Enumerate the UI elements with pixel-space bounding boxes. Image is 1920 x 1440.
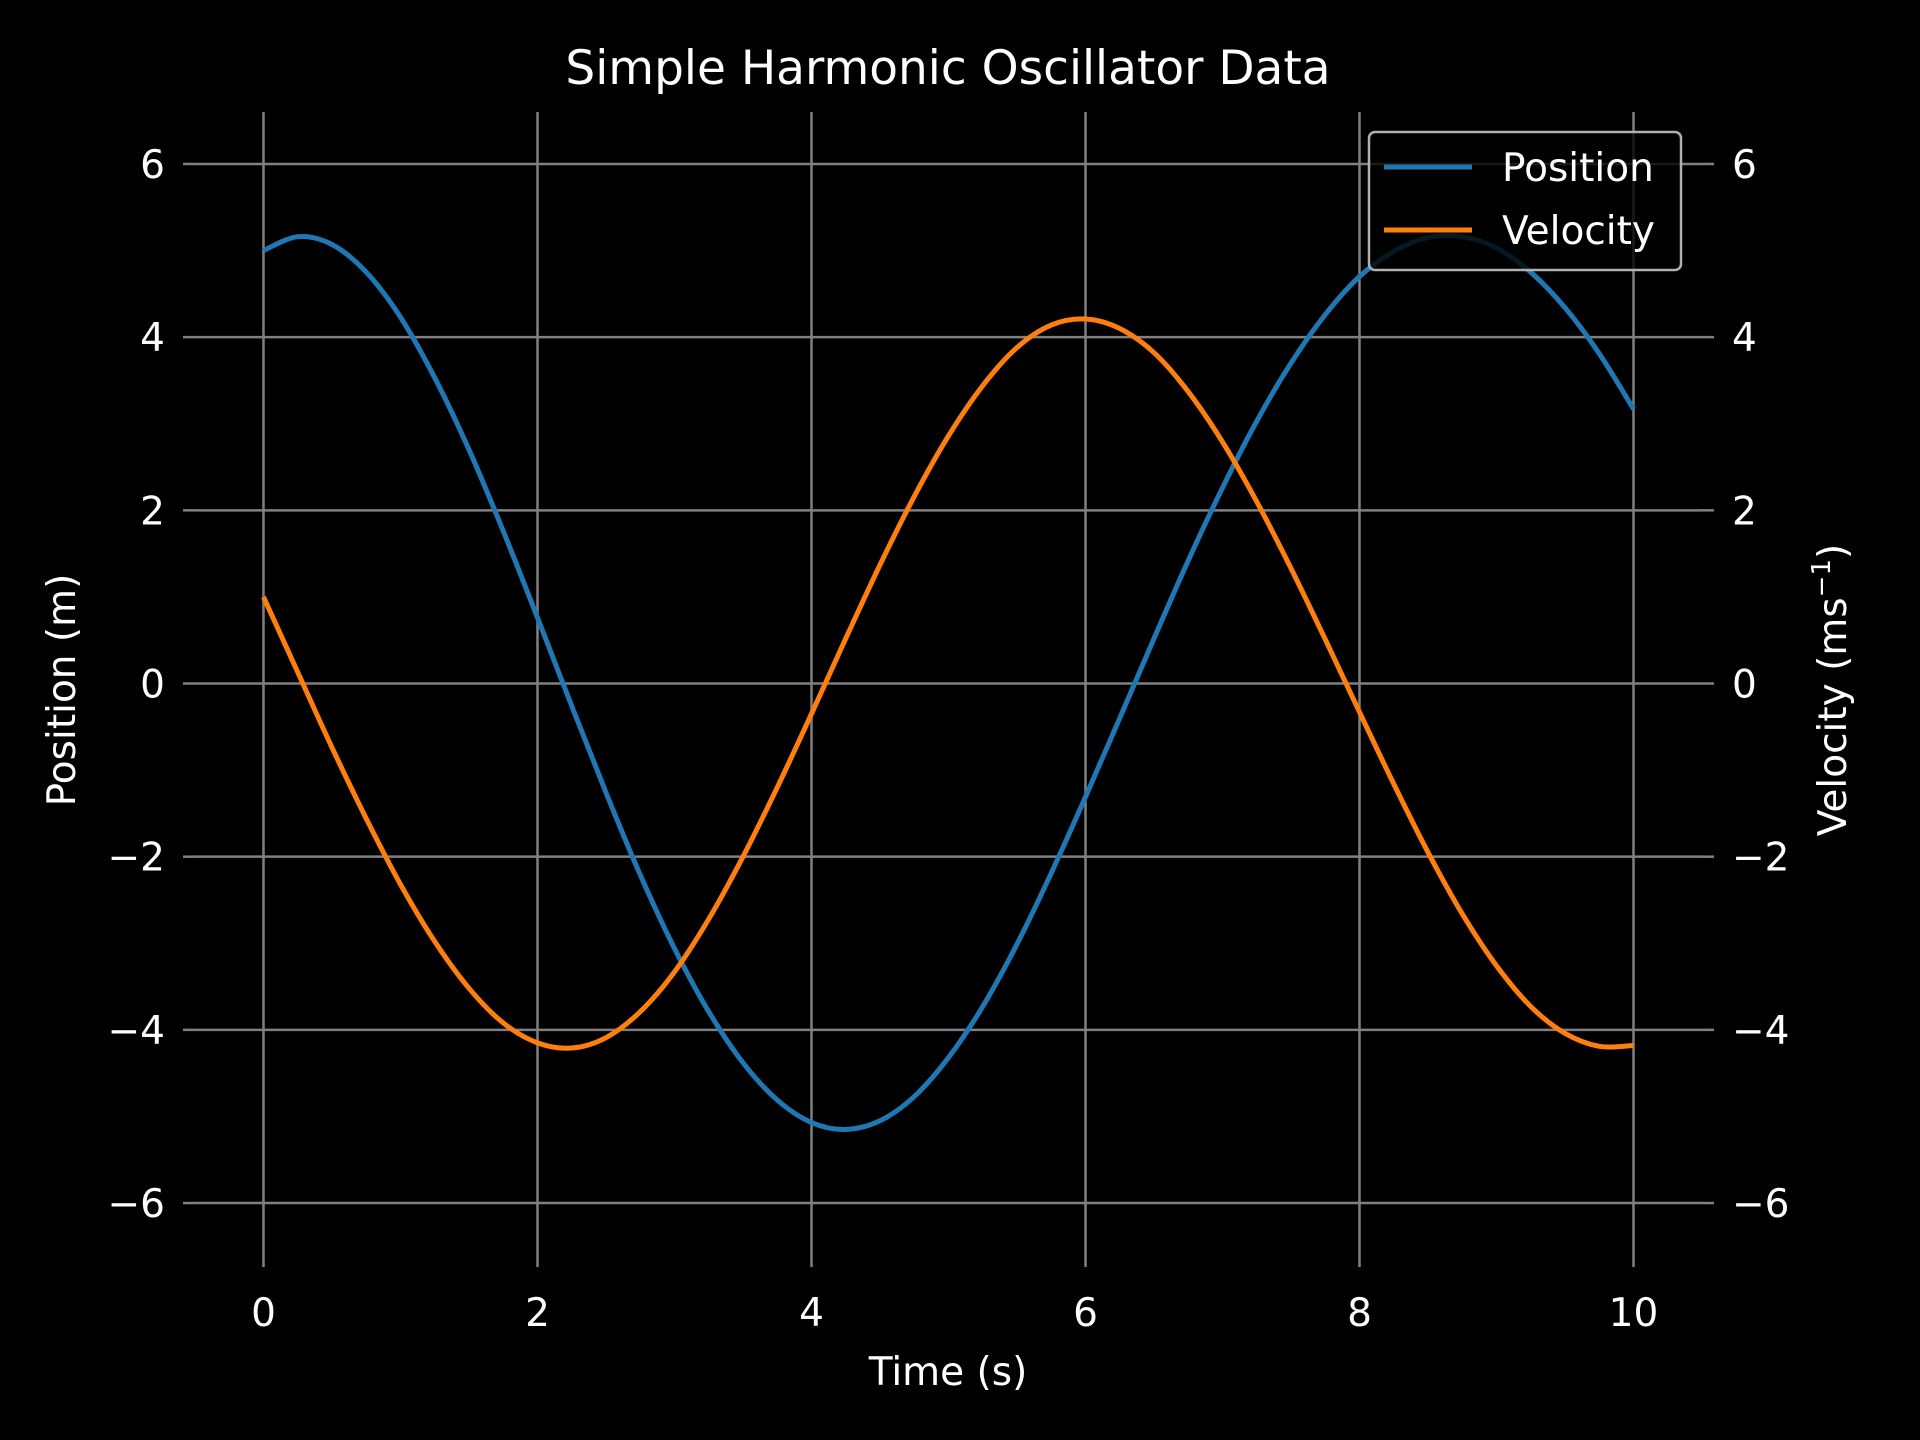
y-axis-label-left: Position (m) bbox=[40, 574, 85, 807]
y-tick-label-right: 2 bbox=[1732, 489, 1757, 534]
series-line-velocity bbox=[261, 316, 1634, 1051]
chart-title: Simple Harmonic Oscillator Data bbox=[565, 41, 1330, 96]
y-tick-label-left: −6 bbox=[108, 1182, 166, 1227]
y-tick-label-right: −6 bbox=[1732, 1182, 1790, 1227]
grid bbox=[195, 112, 1702, 1255]
legend-label-position: Position bbox=[1502, 146, 1654, 191]
legend: Position Velocity bbox=[1367, 130, 1683, 272]
y-axis-label-right-exponent: −1 bbox=[1807, 559, 1837, 597]
x-tick-label: 10 bbox=[1609, 1291, 1659, 1336]
y-tick-label-left: −2 bbox=[108, 836, 166, 881]
y-axis-label-right-close: ) bbox=[1811, 544, 1856, 559]
y-tick-label-left: 6 bbox=[140, 143, 165, 188]
y-tick-label-right: −2 bbox=[1732, 836, 1790, 881]
y-tick-label-right: 6 bbox=[1732, 143, 1757, 188]
ticks: 0 2 4 6 8 10 6 6 4 4 2 2 0 0 −2 −2 −4 −4 −6 −6 bbox=[108, 143, 1790, 1336]
x-tick-label: 6 bbox=[1073, 1291, 1098, 1336]
x-tick-label: 2 bbox=[525, 1291, 550, 1336]
x-tick-label: 8 bbox=[1347, 1291, 1372, 1336]
y-tick-label-right: −4 bbox=[1732, 1009, 1790, 1054]
y-axis-label-right: Velocity (ms−1) bbox=[1807, 544, 1856, 836]
y-tick-label-right: 4 bbox=[1732, 316, 1757, 361]
y-axis-label-right-main: Velocity (ms bbox=[1811, 597, 1856, 836]
y-tick-label-left: 4 bbox=[140, 316, 165, 361]
x-axis-label: Time (s) bbox=[868, 1350, 1028, 1395]
y-tick-label-right: 0 bbox=[1732, 663, 1757, 708]
y-tick-label-left: 0 bbox=[140, 663, 165, 708]
x-tick-label: 4 bbox=[799, 1291, 824, 1336]
y-tick-label-left: 2 bbox=[140, 489, 165, 534]
legend-label-velocity: Velocity bbox=[1502, 209, 1655, 254]
x-tick-label: 0 bbox=[251, 1291, 276, 1336]
y-tick-label-left: −4 bbox=[108, 1009, 166, 1054]
